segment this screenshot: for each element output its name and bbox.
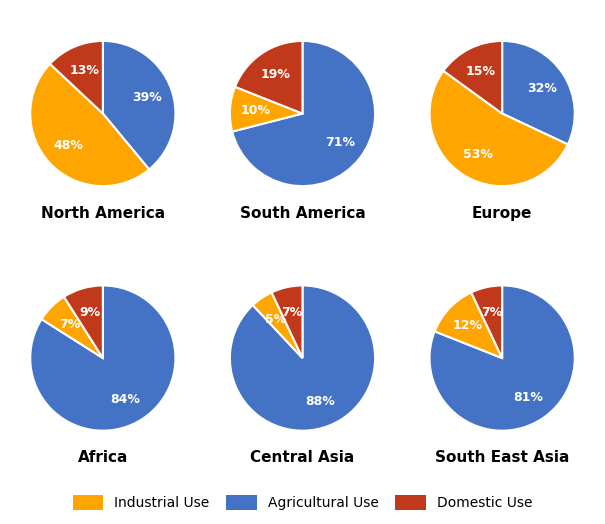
Text: 48%: 48% <box>53 139 83 152</box>
Wedge shape <box>64 286 103 358</box>
Text: 7%: 7% <box>281 305 303 319</box>
Text: 19%: 19% <box>261 68 291 81</box>
Wedge shape <box>30 286 175 431</box>
Wedge shape <box>502 41 575 145</box>
Wedge shape <box>443 41 502 114</box>
Title: Africa: Africa <box>77 450 128 465</box>
Text: 10%: 10% <box>240 104 270 117</box>
Title: Central Asia: Central Asia <box>250 450 355 465</box>
Text: 5%: 5% <box>266 312 287 325</box>
Wedge shape <box>50 41 103 114</box>
Text: 32%: 32% <box>527 82 557 95</box>
Text: 9%: 9% <box>79 306 100 319</box>
Title: South America: South America <box>240 206 365 221</box>
Wedge shape <box>235 41 302 114</box>
Text: 12%: 12% <box>453 319 483 332</box>
Wedge shape <box>42 297 103 358</box>
Text: 39%: 39% <box>132 91 162 104</box>
Wedge shape <box>230 286 375 431</box>
Title: Europe: Europe <box>472 206 532 221</box>
Wedge shape <box>471 286 502 358</box>
Wedge shape <box>230 87 302 132</box>
Wedge shape <box>430 286 575 431</box>
Wedge shape <box>434 292 502 358</box>
Text: 7%: 7% <box>59 318 80 331</box>
Wedge shape <box>272 286 302 358</box>
Wedge shape <box>430 71 568 186</box>
Text: 84%: 84% <box>111 393 140 406</box>
Text: 81%: 81% <box>514 390 544 403</box>
Text: 7%: 7% <box>481 305 503 319</box>
Text: 53%: 53% <box>463 148 493 161</box>
Wedge shape <box>30 64 149 186</box>
Wedge shape <box>232 41 375 186</box>
Title: South East Asia: South East Asia <box>435 450 569 465</box>
Wedge shape <box>253 292 302 358</box>
Text: 15%: 15% <box>466 65 495 78</box>
Text: 13%: 13% <box>69 64 99 77</box>
Legend: Industrial Use, Agricultural Use, Domestic Use: Industrial Use, Agricultural Use, Domest… <box>65 488 540 517</box>
Text: 71%: 71% <box>325 136 355 149</box>
Text: 88%: 88% <box>305 396 335 408</box>
Wedge shape <box>103 41 175 169</box>
Title: North America: North America <box>41 206 165 221</box>
